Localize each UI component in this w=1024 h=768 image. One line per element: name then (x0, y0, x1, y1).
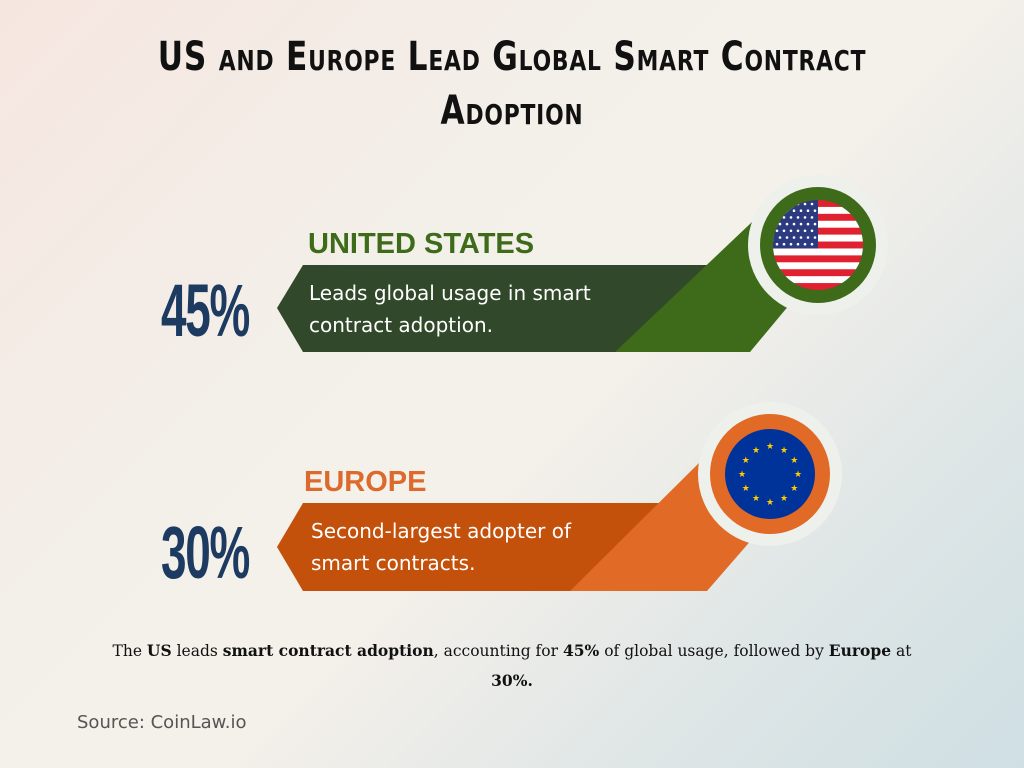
us-flag-star (803, 216, 807, 219)
us-flag-star (813, 209, 817, 212)
us-flag-star (810, 216, 814, 219)
eu-flag-star: ★ (752, 446, 760, 456)
us-flag-star (775, 242, 779, 246)
summary-bold: 30%. (491, 671, 533, 690)
summary-part: The (112, 642, 147, 660)
us-flag-star (778, 236, 782, 239)
summary-part: leads (171, 642, 223, 660)
eu-flag-star: ★ (742, 456, 750, 466)
us-flag-star (813, 222, 817, 226)
us-description: Leads global usage in smart contract ado… (309, 281, 591, 337)
us-flag-star (806, 222, 810, 226)
eu-flag-star: ★ (794, 470, 802, 480)
eu-flag-star: ★ (780, 446, 788, 456)
summary-part: , accounting for (433, 642, 563, 660)
us-flag-star (803, 202, 807, 206)
us-flag-star (789, 229, 793, 233)
eu-flag-star: ★ (790, 456, 798, 466)
eu-flag-star: ★ (742, 484, 750, 494)
us-flag-star (810, 202, 814, 206)
eu-flag-icon: ★ ★★★★★★★★★★★ (725, 429, 815, 519)
page-title: US and Europe Lead Global Smart Contract… (0, 30, 1024, 138)
us-flag-star (782, 216, 786, 219)
eu-banner (277, 503, 660, 591)
us-flag-stripe (773, 248, 863, 256)
summary-bold: US (146, 641, 172, 660)
eu-region-label: EUROPE (304, 466, 427, 498)
us-flag-star (785, 236, 789, 239)
us-flag-star (813, 236, 817, 239)
summary-bold: 45% (562, 641, 600, 660)
eu-flag-star: ★ (766, 442, 774, 452)
summary-text: The US leads smart contract adoption, ac… (60, 636, 964, 696)
page-title-text: US and Europe Lead Global Smart Contract… (157, 34, 867, 134)
us-flag-star (782, 229, 786, 233)
summary-bold: Europe (828, 641, 892, 660)
us-flag-stripe (773, 255, 863, 263)
us-flag-star (799, 209, 803, 212)
us-flag-stripe (773, 283, 863, 290)
eu-percent: 30% (161, 511, 250, 594)
us-flag-stripe (773, 262, 863, 270)
us-flag-star (789, 216, 793, 219)
summary-part: at (891, 642, 912, 660)
eu-description: Second-largest adopter of smart contract… (311, 519, 572, 575)
us-flag-star (806, 236, 810, 239)
eu-flag-star: ★ (780, 494, 788, 504)
eu-flag-star: ★ (766, 498, 774, 508)
us-flag-star (775, 229, 779, 233)
us-flag-star (796, 242, 800, 246)
us-flag-stripe (773, 269, 863, 277)
us-region-label: UNITED STATES (308, 228, 535, 260)
us-flag-star (799, 222, 803, 226)
eu-flag-star: ★ (752, 494, 760, 504)
us-flag-star (792, 236, 796, 239)
us-flag-star (792, 209, 796, 212)
summary-bold: smart contract adoption (222, 641, 434, 660)
us-flag-star (803, 242, 807, 246)
us-banner (277, 265, 720, 352)
us-percent: 45% (161, 269, 250, 352)
eu-flag-star: ★ (790, 484, 798, 494)
summary-part: of global usage, followed by (599, 642, 829, 660)
us-flag-star (803, 229, 807, 233)
eu-flag-star: ★ (738, 470, 746, 480)
us-flag-star (796, 229, 800, 233)
us-flag-star (799, 236, 803, 239)
us-flag-star (778, 222, 782, 226)
us-flag-star (782, 242, 786, 246)
us-flag-star (810, 229, 814, 233)
us-flag-star (796, 216, 800, 219)
source-text: Source: CoinLaw.io (77, 712, 247, 733)
us-flag-stripe (773, 276, 863, 284)
us-flag-star (792, 222, 796, 226)
us-flag-icon (773, 200, 863, 290)
us-flag-star (806, 209, 810, 212)
us-flag-star (789, 242, 793, 246)
us-flag-star (810, 242, 814, 246)
us-flag-star (785, 222, 789, 226)
